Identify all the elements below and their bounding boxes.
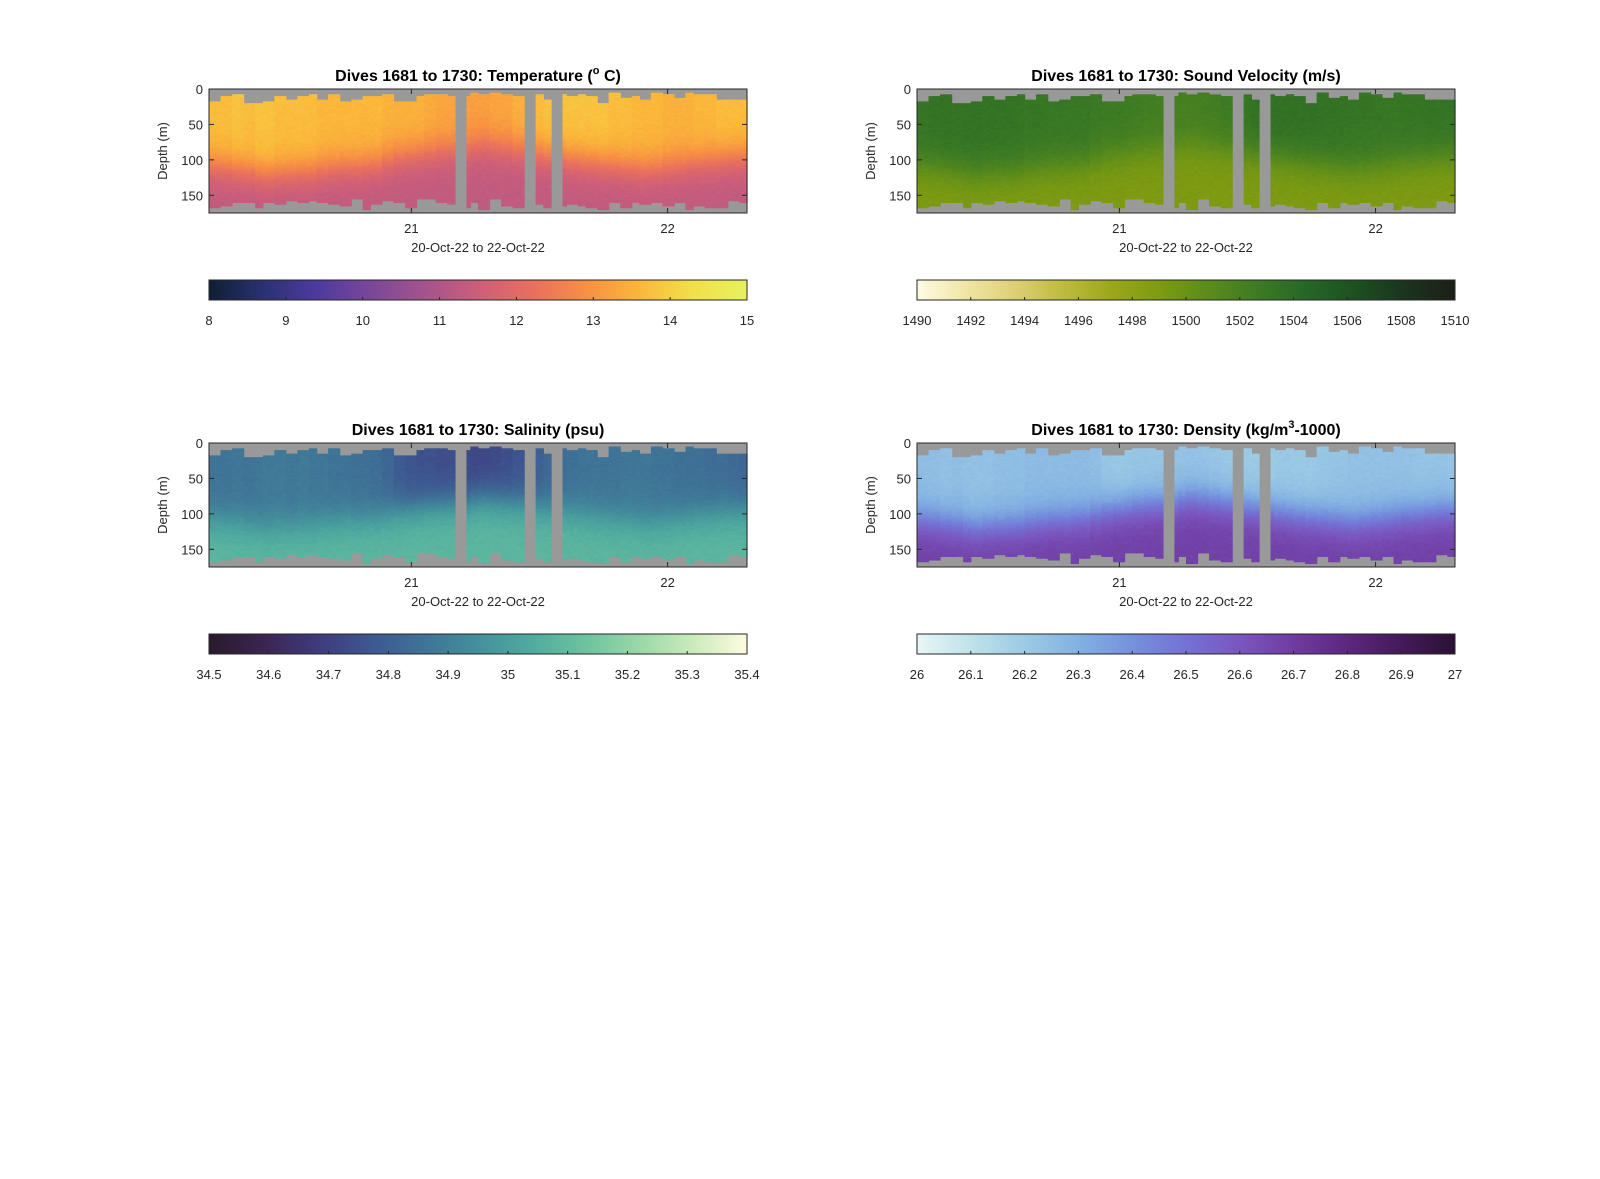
heatmap-cell	[344, 204, 348, 206]
heatmap-cell	[209, 206, 213, 208]
heatmap-cell	[251, 201, 255, 203]
heatmap-cell	[490, 197, 494, 199]
heatmap-cell	[390, 199, 394, 201]
heatmap-cell	[290, 199, 294, 201]
heatmap-cell	[486, 208, 490, 210]
heatmap-cell	[340, 204, 344, 206]
heatmap-cell	[313, 199, 317, 201]
heatmap-cell	[232, 201, 236, 203]
heatmap-cell	[328, 202, 332, 204]
heatmap-cell	[470, 201, 474, 203]
heatmap-cell	[263, 201, 267, 203]
heatmap-cell	[424, 197, 428, 199]
heatmap-cell	[267, 201, 271, 203]
heatmap-cell	[482, 208, 486, 210]
heatmap-cell	[309, 199, 313, 201]
heatmap-cell	[236, 201, 240, 203]
heatmap-cell	[405, 206, 409, 208]
heatmap-cell	[278, 202, 282, 204]
chart-title: Dives 1681 to 1730: Temperature (o C)	[335, 65, 621, 85]
heatmap-cell	[397, 201, 401, 203]
heatmap-cell	[436, 201, 440, 203]
heatmap-cell	[297, 201, 301, 203]
heatmap-cell	[224, 204, 228, 206]
heatmap-cell	[393, 201, 397, 203]
heatmap-cell	[543, 206, 547, 208]
heatmap-cell	[432, 197, 436, 199]
heatmap-cell	[301, 201, 305, 203]
heatmap-cell	[447, 202, 451, 204]
chart-title-text: Dives 1681 to 1730: Temperature (	[335, 68, 593, 85]
heatmap-cell	[247, 201, 251, 203]
heatmap-cell	[520, 206, 524, 208]
heatmap-cell	[428, 197, 432, 199]
heatmap-cell	[320, 201, 324, 203]
heatmap-cell	[217, 206, 221, 208]
heatmap-cell	[409, 206, 413, 208]
heatmap-cell	[336, 202, 340, 204]
heatmap-cell	[213, 206, 217, 208]
heatmap-cell	[417, 197, 421, 199]
heatmap-cell	[382, 199, 386, 201]
heatmap-cell	[367, 208, 371, 210]
heatmap-cell	[474, 201, 478, 203]
heatmap-cell	[509, 204, 513, 206]
heatmap-cell	[443, 201, 447, 203]
heatmap-cells	[209, 93, 748, 211]
heatmap-cell	[513, 206, 517, 208]
heatmap-cell	[221, 204, 225, 206]
heatmap-cell	[493, 197, 497, 199]
heatmap-cell	[282, 202, 286, 204]
heatmap-cell	[466, 206, 470, 208]
heatmap-cell	[413, 206, 417, 208]
heatmap-cell	[255, 206, 259, 208]
heatmap-cell	[451, 202, 455, 204]
heatmap-cell	[324, 201, 328, 203]
heatmap-cell	[547, 206, 551, 208]
heatmap-cell	[317, 201, 321, 203]
heatmap-cell	[359, 197, 363, 199]
heatmap-cell	[478, 208, 482, 210]
heatmap-cell	[370, 202, 374, 204]
heatmap-cell	[294, 199, 298, 201]
heatmap-cell	[270, 201, 274, 203]
heatmap-cell	[351, 197, 355, 199]
heatmap-cell	[386, 199, 390, 201]
chart-panel-1: Dives 1681 to 1730: Temperature (o C)050…	[155, 65, 754, 328]
heatmap-cell	[363, 208, 367, 210]
heatmap-cell	[505, 204, 509, 206]
heatmap-cell	[516, 206, 520, 208]
heatmap-cell	[305, 201, 309, 203]
chart-title-text: C)	[600, 68, 621, 85]
heatmap-cell	[440, 201, 444, 203]
heatmap-cell	[536, 202, 540, 204]
heatmap-cell	[240, 201, 244, 203]
heatmap-cell	[401, 201, 405, 203]
heatmap-cell	[355, 197, 359, 199]
heatmap-cell	[501, 204, 505, 206]
heatmap-cell	[244, 201, 248, 203]
heatmap-cell	[286, 199, 290, 201]
heatmap-cell	[539, 202, 543, 204]
heatmap-cell	[497, 197, 501, 199]
heatmap-cell	[378, 202, 382, 204]
heatmap-cell	[228, 204, 232, 206]
heatmap-cell	[374, 202, 378, 204]
heatmap-cell	[347, 204, 351, 206]
heatmap-cell	[274, 202, 278, 204]
heatmap-cell	[259, 206, 263, 208]
heatmap-cell	[332, 202, 336, 204]
heatmap-cell	[420, 197, 424, 199]
